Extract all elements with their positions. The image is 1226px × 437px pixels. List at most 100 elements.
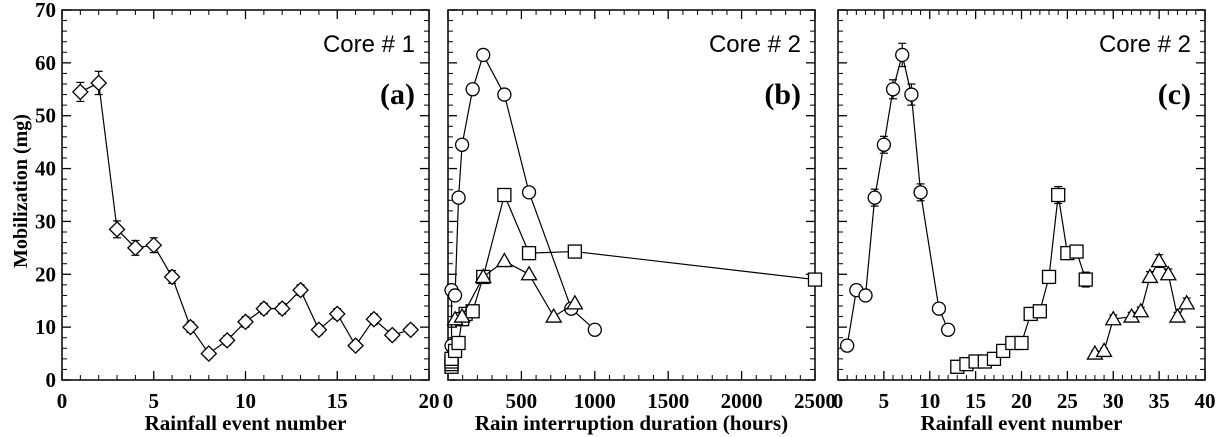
x-tick-label: 15 bbox=[965, 389, 986, 413]
data-point-circle bbox=[497, 87, 512, 102]
x-tick-label: 2500 bbox=[794, 389, 836, 413]
x-tick-label: 500 bbox=[506, 389, 538, 413]
y-axis-label: Mobilization (mg) bbox=[10, 114, 32, 268]
data-point-triangle bbox=[1159, 265, 1177, 281]
y-tick-label: 60 bbox=[35, 51, 56, 75]
core-label: Core # 2 bbox=[709, 31, 801, 58]
data-point-diamond bbox=[108, 220, 126, 238]
y-tick-label: 50 bbox=[35, 104, 56, 128]
y-tick-label: 20 bbox=[35, 262, 56, 286]
data-point-triangle bbox=[1178, 294, 1196, 310]
data-point-circle bbox=[447, 288, 463, 303]
data-point-diamond bbox=[328, 305, 346, 323]
data-point-diamond bbox=[402, 321, 420, 339]
y-tick-label: 10 bbox=[35, 315, 56, 339]
data-point-triangle bbox=[1141, 268, 1159, 284]
data-point-diamond bbox=[310, 321, 328, 339]
data-point-circle bbox=[895, 47, 910, 63]
data-point-circle bbox=[858, 288, 873, 303]
data-point-square bbox=[1041, 269, 1057, 285]
x-axis-label: Rainfall event number bbox=[145, 411, 347, 435]
data-point-circle bbox=[940, 322, 956, 337]
y-tick-label: 30 bbox=[35, 209, 56, 233]
data-point-diamond bbox=[218, 331, 236, 349]
data-point-diamond bbox=[126, 239, 144, 257]
data-point-circle bbox=[885, 82, 901, 97]
data-point-circle bbox=[476, 47, 491, 63]
data-point-diamond bbox=[200, 345, 218, 362]
data-point-square bbox=[807, 272, 823, 287]
series-triangle bbox=[446, 252, 584, 326]
data-point-square bbox=[451, 335, 466, 351]
data-point-circle bbox=[840, 338, 855, 353]
series-triangle bbox=[1086, 252, 1196, 360]
plot-frame bbox=[837, 9, 1206, 381]
data-point-triangle bbox=[1104, 310, 1122, 326]
x-tick-label: 2000 bbox=[721, 389, 763, 413]
data-point-circle bbox=[521, 185, 537, 200]
data-point-square bbox=[567, 244, 582, 259]
x-tick-label: 10 bbox=[235, 389, 256, 413]
x-tick-label: 0 bbox=[833, 389, 844, 413]
core-label: Core # 2 bbox=[1099, 31, 1191, 58]
x-tick-label: 5 bbox=[879, 389, 890, 413]
data-point-diamond bbox=[182, 318, 199, 336]
data-point-diamond bbox=[292, 281, 309, 299]
data-point-circle bbox=[904, 87, 919, 102]
data-point-triangle bbox=[495, 252, 513, 268]
data-point-circle bbox=[913, 185, 928, 200]
series-circle bbox=[840, 42, 956, 353]
panel-label: (b) bbox=[764, 78, 801, 111]
data-point-diamond bbox=[383, 326, 401, 344]
data-point-circle bbox=[867, 190, 882, 205]
data-point-triangle bbox=[474, 268, 492, 284]
data-point-circle bbox=[876, 137, 892, 152]
data-point-square bbox=[1078, 272, 1093, 287]
x-tick-label: 0 bbox=[443, 389, 454, 413]
data-point-diamond bbox=[365, 310, 383, 328]
panel-1: 0 5 10 15 20 0 10 20 30 40 50 60 70 Rainfall event nu… bbox=[35, 0, 440, 435]
data-point-triangle bbox=[520, 265, 538, 281]
data-point-triangle bbox=[1132, 302, 1150, 318]
data-point-diamond bbox=[255, 300, 273, 318]
x-axis-label: Rainfall event number bbox=[921, 411, 1123, 435]
x-axis-label: Rain interruption duration (hours) bbox=[475, 411, 788, 435]
x-tick-label: 30 bbox=[1103, 389, 1124, 413]
y-tick-label: 40 bbox=[35, 157, 56, 181]
data-point-square bbox=[1014, 335, 1029, 351]
data-point-square bbox=[521, 245, 537, 261]
series-line bbox=[80, 82, 411, 355]
x-tick-label: 15 bbox=[327, 389, 348, 413]
x-tick-label: 1500 bbox=[647, 389, 689, 413]
data-point-square bbox=[465, 304, 480, 319]
x-tick-label: 25 bbox=[1057, 389, 1078, 413]
data-point-diamond bbox=[273, 300, 291, 318]
series-line bbox=[1094, 259, 1188, 355]
x-tick-label: 20 bbox=[1011, 389, 1032, 413]
y-tick-label: 0 bbox=[46, 368, 57, 392]
data-point-circle bbox=[454, 137, 470, 152]
data-point-triangle bbox=[1168, 307, 1187, 323]
data-point-square bbox=[1069, 244, 1084, 259]
x-tick-label: 35 bbox=[1149, 389, 1170, 413]
x-tick-label: 10 bbox=[919, 389, 940, 413]
data-point-triangle bbox=[1150, 252, 1168, 268]
data-point-square bbox=[1032, 304, 1047, 319]
x-tick-label: 5 bbox=[149, 389, 160, 413]
data-point-diamond bbox=[71, 83, 89, 101]
series-square bbox=[444, 187, 823, 374]
x-tick-label: 1000 bbox=[574, 389, 616, 413]
series-square bbox=[950, 185, 1093, 374]
data-point-diamond bbox=[145, 236, 163, 254]
y-tick-label: 70 bbox=[35, 0, 56, 22]
data-point-square bbox=[1051, 187, 1066, 203]
data-point-diamond bbox=[163, 268, 181, 286]
data-point-circle bbox=[587, 322, 602, 337]
x-tick-label: 40 bbox=[1195, 389, 1216, 413]
panel-label: (c) bbox=[1158, 78, 1191, 111]
data-point-triangle bbox=[545, 307, 563, 323]
data-point-diamond bbox=[347, 337, 365, 355]
